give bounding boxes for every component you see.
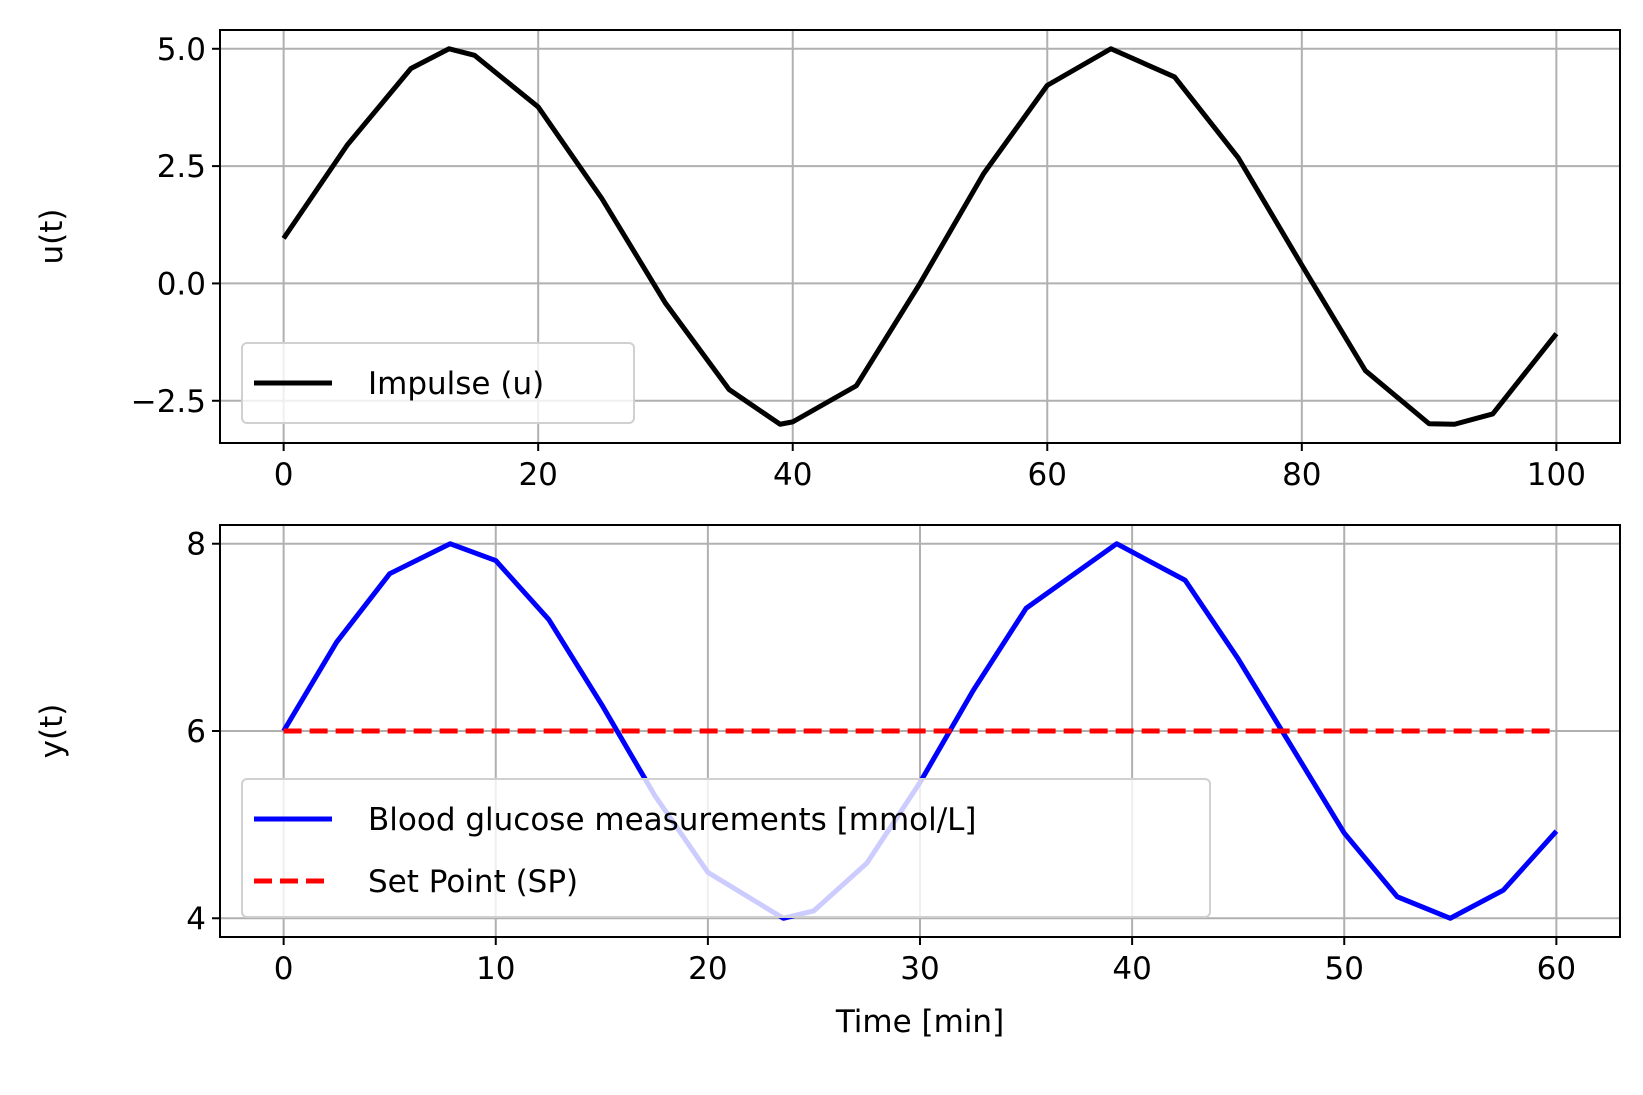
legend-box [241, 342, 635, 424]
subplot-1: 0 20 40 60 80 100 5.0 2.5 0.0 −2.5 u(t) Impulse (u) [34, 29, 1621, 493]
y-tick-label: 6 [186, 714, 206, 750]
x-tick-label: 100 [1527, 457, 1586, 493]
legend-box [241, 778, 1211, 918]
legend-label: Blood glucose measurements [mmol/L] [368, 802, 977, 838]
y-tick-label: −2.5 [131, 384, 206, 420]
y-tick-label: 8 [186, 527, 206, 563]
x-tick-label: 60 [1537, 951, 1576, 987]
y-axis-label: y(t) [34, 704, 70, 759]
axes-frame [219, 29, 1621, 444]
x-tick-label: 0 [274, 457, 294, 493]
x-tick-label: 80 [1282, 457, 1321, 493]
x-tick-label: 40 [1112, 951, 1151, 987]
subplot-2: 0 10 20 30 40 50 60 8 6 4 y(t) Time [min] Blood gluc… [34, 524, 1621, 1040]
y-tick-label: 4 [186, 901, 206, 937]
x-tick-label: 0 [274, 951, 294, 987]
x-tick-label: 10 [476, 951, 515, 987]
x-tick-label: 20 [518, 457, 557, 493]
x-axis-label: Time [min] [835, 1004, 1004, 1040]
y-tick-label: 2.5 [157, 149, 206, 185]
y-tick-label: 5.0 [157, 32, 206, 68]
y-axis-label: u(t) [34, 209, 70, 265]
legend: Blood glucose measurements [mmol/L] Set P… [241, 778, 1211, 918]
x-tick-label: 40 [773, 457, 812, 493]
y-tick-label: 0.0 [157, 266, 206, 302]
legend-label: Impulse (u) [368, 366, 544, 402]
x-tick-label: 30 [900, 951, 939, 987]
x-tick-label: 50 [1325, 951, 1364, 987]
legend-label: Set Point (SP) [368, 864, 578, 900]
series-line-1 [281, 46, 1559, 427]
legend: Impulse (u) [241, 342, 635, 424]
x-tick-label: 60 [1028, 457, 1067, 493]
x-tick-label: 20 [688, 951, 727, 987]
